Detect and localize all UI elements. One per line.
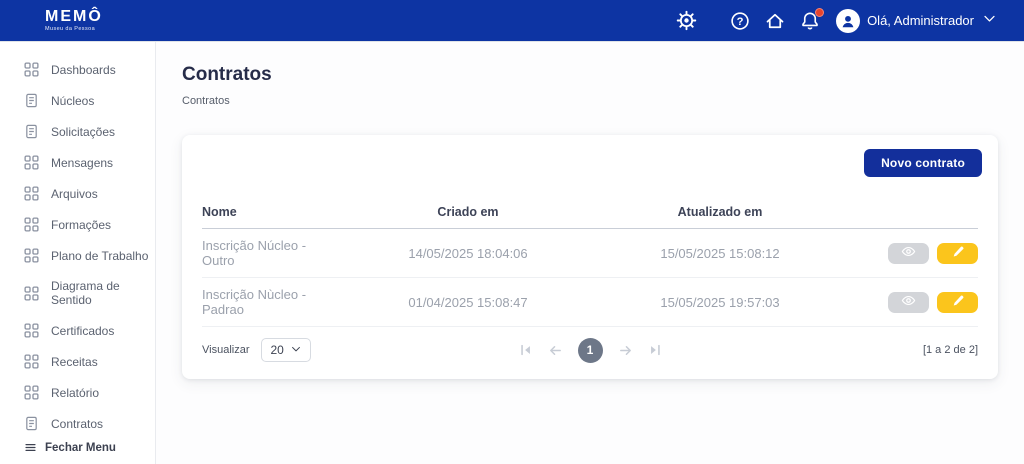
sidebar-item-fechar-menu[interactable]: Fechar Menu — [0, 435, 155, 460]
grid-icon — [24, 354, 39, 369]
cell-criado-em: 01/04/2025 15:08:47 — [408, 294, 528, 310]
sidebar-item-formacoes[interactable]: Formações — [0, 209, 155, 240]
sidebar-item-contratos[interactable]: Contratos — [0, 408, 155, 439]
sidebar-item-label: Arquivos — [51, 186, 98, 201]
sidebar-item-label: Núcleos — [51, 93, 95, 108]
sidebar-item-diagrama-de-sentido[interactable]: Diagrama de Sentido — [0, 271, 155, 315]
view-button[interactable] — [888, 242, 929, 264]
pencil-icon — [951, 294, 965, 311]
grid-icon — [24, 217, 39, 232]
file-icon — [24, 124, 39, 139]
column-header-criado-em: Criado em — [437, 205, 499, 219]
top-navbar: MEMÔ Museu da Pessoa Olá, Administrador — [0, 0, 1024, 42]
page-size-control: Visualizar 20 — [202, 338, 519, 362]
help-icon[interactable] — [730, 11, 750, 31]
file-icon — [24, 93, 39, 108]
breadcrumb: Contratos — [182, 95, 230, 107]
row-actions — [846, 242, 978, 264]
cell-atualizado-em: 15/05/2025 15:08:12 — [660, 245, 780, 261]
sidebar-item-certificados[interactable]: Certificados — [0, 315, 155, 346]
sidebar-item-label: Contratos — [51, 416, 104, 431]
page-size-select[interactable]: 20 — [260, 338, 311, 362]
sidebar-item-label: Relatório — [51, 385, 100, 400]
cell-atualizado-em: 15/05/2025 19:57:03 — [660, 294, 780, 310]
grid-icon — [24, 285, 39, 301]
sidebar: Dashboards Núcleos Solicitações Mensagen… — [0, 42, 156, 464]
notification-badge — [815, 7, 825, 17]
grid-icon — [24, 186, 39, 201]
pencil-icon — [951, 245, 965, 262]
sidebar-item-plano-de-trabalho[interactable]: Plano de Trabalho — [0, 240, 155, 271]
sidebar-item-label: Solicitações — [51, 124, 116, 139]
user-greeting: Olá, Administrador — [867, 13, 974, 28]
sidebar-item-label: Receitas — [51, 354, 98, 369]
sidebar-item-nucleos[interactable]: Núcleos — [0, 85, 155, 116]
cell-nome: Inscrição Nùcleo - Padrao — [202, 287, 307, 317]
page-size-value: 20 — [270, 343, 284, 357]
novo-contrato-button[interactable]: Novo contrato — [864, 149, 982, 177]
sidebar-item-solicitacoes[interactable]: Solicitações — [0, 116, 155, 147]
grid-icon — [24, 248, 39, 263]
table-row: Inscrição Nùcleo - Padrao 01/04/2025 15:… — [202, 278, 978, 327]
fechar-menu-label: Fechar Menu — [45, 441, 116, 454]
grid-icon — [24, 62, 39, 77]
current-page-button[interactable]: 1 — [577, 337, 603, 363]
logo-subtitle: Museu da Pessoa — [45, 25, 96, 32]
pagination: 1 — [519, 337, 662, 363]
results-range: [1 a 2 de 2] — [922, 344, 978, 356]
sidebar-item-label: Diagrama de Sentido — [51, 279, 120, 307]
main-content: Contratos Contratos Novo contrato Nome C… — [156, 42, 1024, 464]
sidebar-item-label: Formações — [51, 217, 112, 232]
notifications-bell-icon[interactable] — [800, 7, 825, 31]
file-icon — [24, 416, 39, 431]
user-menu[interactable]: Olá, Administrador — [836, 8, 996, 33]
table-row: Inscrição Núcleo - Outro 14/05/2025 18:0… — [202, 229, 978, 278]
cell-nome: Inscrição Núcleo - Outro — [202, 238, 307, 268]
sidebar-item-label: Plano de Trabalho — [51, 248, 149, 263]
page-title: Contratos — [182, 64, 272, 85]
sidebar-item-dashboards[interactable]: Dashboards — [0, 54, 155, 85]
table-footer: Visualizar 20 1 [1 a 2 de 2] — [202, 335, 978, 365]
logo-title: MEMÔ — [45, 7, 103, 25]
sidebar-item-label: Dashboards — [51, 62, 116, 77]
first-page-button[interactable] — [519, 343, 533, 357]
sidebar-item-arquivos[interactable]: Arquivos — [0, 178, 155, 209]
sidebar-nav: Dashboards Núcleos Solicitações Mensagen… — [0, 54, 155, 439]
last-page-button[interactable] — [648, 343, 662, 357]
sidebar-item-label: Mensagens — [51, 155, 114, 170]
sidebar-item-mensagens[interactable]: Mensagens — [0, 147, 155, 178]
grid-icon — [24, 323, 39, 338]
table-header-row: Nome Criado em Atualizado em — [202, 197, 978, 229]
edit-button[interactable] — [937, 291, 978, 313]
next-page-button[interactable] — [618, 343, 633, 358]
row-actions — [846, 291, 978, 313]
cell-criado-em: 14/05/2025 18:04:06 — [408, 245, 528, 261]
logo[interactable]: MEMÔ Museu da Pessoa — [45, 7, 103, 33]
card-toolbar: Novo contrato — [198, 149, 982, 177]
visualizar-label: Visualizar — [202, 344, 250, 356]
view-button[interactable] — [888, 291, 929, 313]
eye-icon — [901, 293, 916, 311]
grid-icon — [24, 155, 39, 170]
avatar — [836, 8, 861, 33]
chevron-down-icon — [983, 12, 996, 30]
hamburger-menu-icon — [24, 441, 37, 454]
grid-icon — [24, 385, 39, 400]
contracts-table: Nome Criado em Atualizado em Inscrição N… — [202, 197, 978, 327]
sidebar-item-relatorio[interactable]: Relatório — [0, 377, 155, 408]
edit-button[interactable] — [937, 242, 978, 264]
column-header-atualizado-em: Atualizado em — [677, 205, 763, 219]
eye-icon — [901, 244, 916, 262]
column-header-nome: Nome — [202, 205, 237, 219]
settings-gear-icon[interactable] — [676, 10, 698, 31]
contracts-card: Novo contrato Nome Criado em Atualizado … — [182, 135, 998, 379]
prev-page-button[interactable] — [548, 343, 563, 358]
sidebar-item-label: Certificados — [51, 323, 115, 338]
sidebar-item-receitas[interactable]: Receitas — [0, 346, 155, 377]
topbar-actions: Olá, Administrador — [676, 7, 996, 33]
chevron-down-icon — [291, 343, 301, 357]
home-icon[interactable] — [765, 11, 785, 31]
